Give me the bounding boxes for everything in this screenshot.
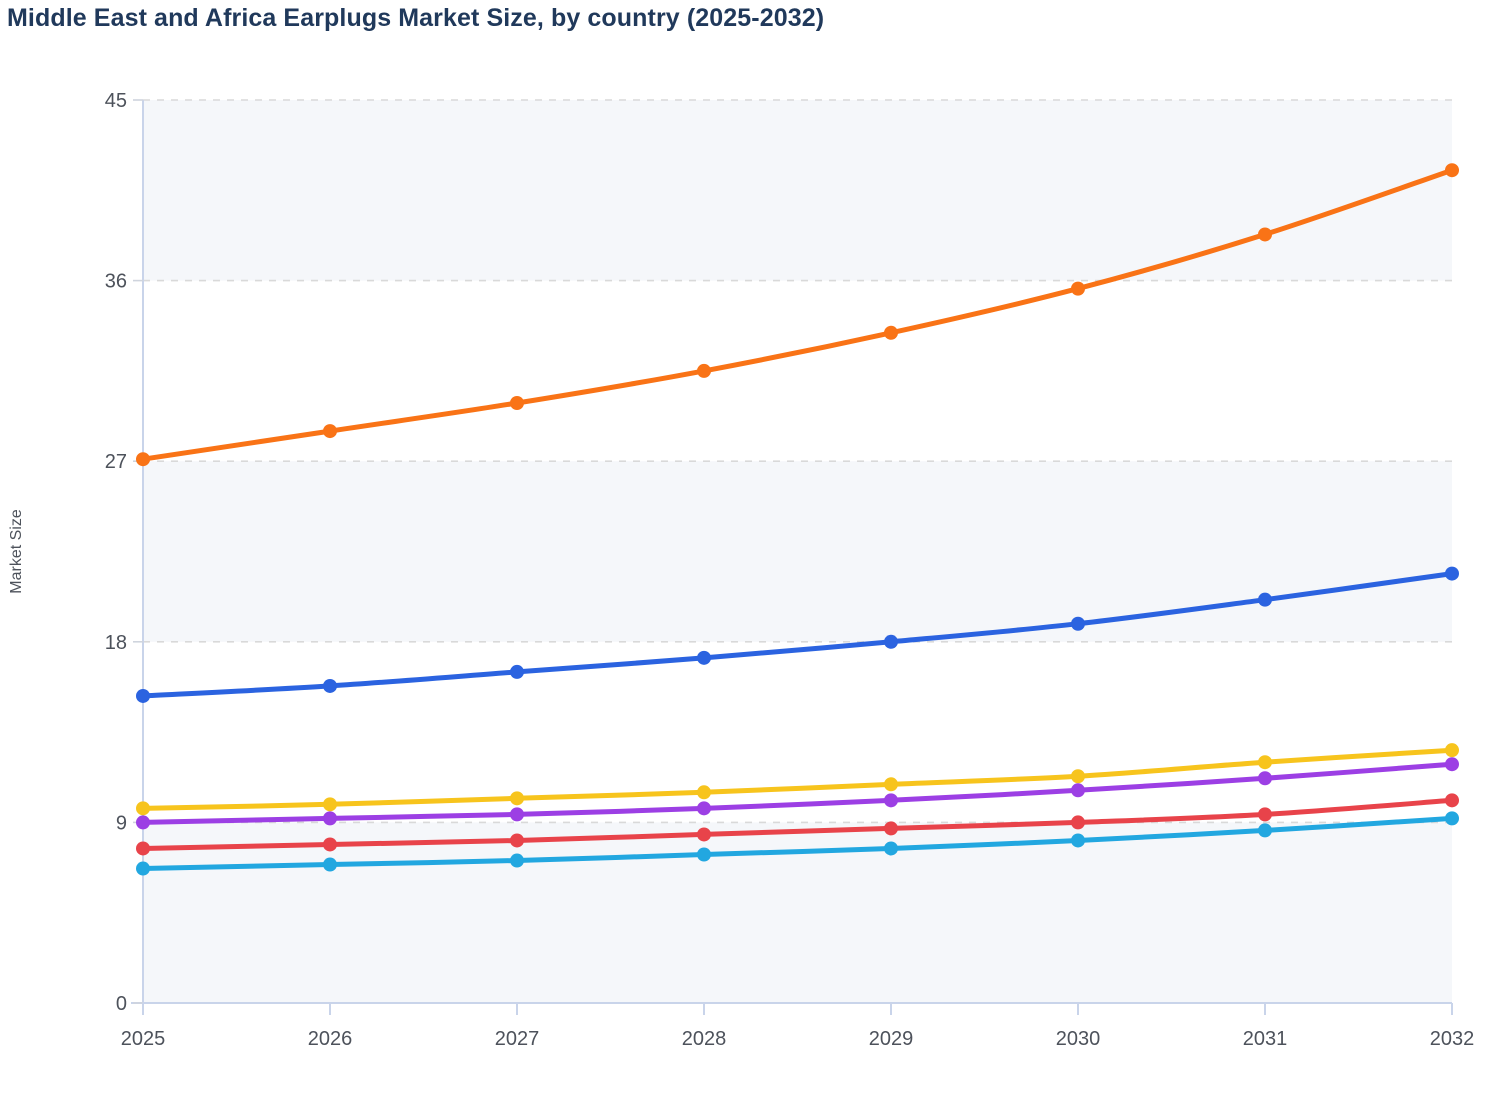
y-tick-label-18: 18 (105, 632, 127, 654)
data-point-cyan-2028[interactable] (697, 847, 711, 862)
y-tick-label-45: 45 (105, 90, 127, 112)
x-tick-label-2031: 2031 (1243, 1028, 1288, 1050)
data-point-cyan-2030[interactable] (1071, 833, 1085, 848)
data-point-blue-2030[interactable] (1071, 616, 1085, 631)
x-tick-label-2026: 2026 (308, 1028, 353, 1050)
data-point-orange-2031[interactable] (1258, 227, 1272, 242)
x-tick-label-2028: 2028 (682, 1028, 727, 1050)
data-point-yellow-2025[interactable] (136, 801, 150, 816)
y-tick-label-27: 27 (105, 451, 127, 473)
data-point-purple-2029[interactable] (884, 793, 898, 808)
data-point-red-2030[interactable] (1071, 815, 1085, 830)
y-tick-label-9: 9 (116, 812, 127, 834)
data-point-cyan-2032[interactable] (1445, 811, 1459, 826)
data-point-red-2026[interactable] (323, 837, 337, 852)
data-point-red-2032[interactable] (1445, 793, 1459, 808)
data-point-orange-2027[interactable] (510, 396, 524, 411)
data-point-orange-2032[interactable] (1445, 163, 1459, 178)
data-point-yellow-2027[interactable] (510, 791, 524, 806)
data-point-blue-2025[interactable] (136, 688, 150, 703)
data-point-yellow-2031[interactable] (1258, 755, 1272, 770)
data-point-orange-2026[interactable] (323, 424, 337, 439)
x-tick-label-2032: 2032 (1430, 1028, 1475, 1050)
data-point-purple-2027[interactable] (510, 807, 524, 822)
series-line-cyan (140, 815, 1455, 872)
data-point-cyan-2025[interactable] (136, 861, 150, 876)
data-point-red-2029[interactable] (884, 821, 898, 836)
data-point-orange-2028[interactable] (697, 363, 711, 378)
data-point-cyan-2027[interactable] (510, 853, 524, 868)
y-axis-title: Market Size (8, 509, 25, 594)
series-line-red (140, 797, 1455, 851)
data-point-purple-2031[interactable] (1258, 771, 1272, 786)
data-point-purple-2030[interactable] (1071, 783, 1085, 798)
data-point-blue-2027[interactable] (510, 664, 524, 679)
series-line-yellow (140, 747, 1455, 811)
data-point-purple-2028[interactable] (697, 801, 711, 816)
data-point-blue-2032[interactable] (1445, 566, 1459, 581)
data-point-blue-2031[interactable] (1258, 592, 1272, 607)
data-point-yellow-2032[interactable] (1445, 743, 1459, 758)
series-line-purple (140, 761, 1455, 825)
x-tick-label-2027: 2027 (495, 1028, 540, 1050)
data-point-yellow-2028[interactable] (697, 785, 711, 800)
data-point-orange-2029[interactable] (884, 325, 898, 340)
data-point-orange-2025[interactable] (136, 452, 150, 467)
data-point-red-2025[interactable] (136, 841, 150, 856)
data-point-cyan-2026[interactable] (323, 857, 337, 872)
x-tick-label-2030: 2030 (1056, 1028, 1101, 1050)
plot-band-36-45 (143, 100, 1452, 281)
data-point-cyan-2031[interactable] (1258, 823, 1272, 838)
series-line-blue (140, 571, 1455, 699)
data-point-purple-2032[interactable] (1445, 757, 1459, 772)
data-point-cyan-2029[interactable] (884, 841, 898, 856)
data-point-red-2031[interactable] (1258, 807, 1272, 822)
data-point-blue-2028[interactable] (697, 650, 711, 665)
data-point-purple-2026[interactable] (323, 811, 337, 826)
y-tick-label-36: 36 (105, 271, 127, 293)
data-point-yellow-2026[interactable] (323, 797, 337, 812)
data-point-red-2028[interactable] (697, 827, 711, 842)
x-tick-label-2025: 2025 (121, 1028, 166, 1050)
series-line-orange (140, 167, 1455, 462)
data-point-purple-2025[interactable] (136, 815, 150, 830)
data-point-blue-2029[interactable] (884, 634, 898, 649)
data-point-blue-2026[interactable] (323, 678, 337, 693)
chart-title: Middle East and Africa Earplugs Market S… (7, 4, 825, 32)
data-point-yellow-2029[interactable] (884, 777, 898, 792)
data-point-orange-2030[interactable] (1071, 281, 1085, 296)
x-tick-label-2029: 2029 (869, 1028, 914, 1050)
plot-band-18-27 (143, 461, 1452, 642)
y-tick-label-0: 0 (116, 993, 127, 1015)
data-point-red-2027[interactable] (510, 833, 524, 848)
data-point-yellow-2030[interactable] (1071, 769, 1085, 784)
